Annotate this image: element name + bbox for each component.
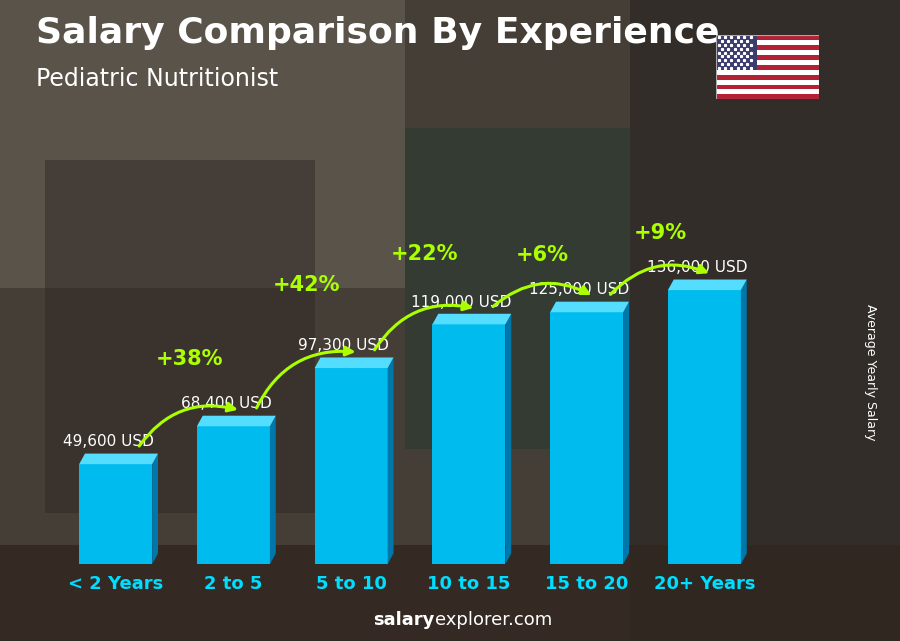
Text: +22%: +22% [391, 244, 458, 264]
Bar [716, 35, 819, 40]
Polygon shape [668, 290, 741, 564]
Text: 97,300 USD: 97,300 USD [299, 338, 390, 353]
Text: salary: salary [374, 612, 435, 629]
Bar [716, 45, 819, 50]
Polygon shape [152, 454, 158, 564]
Bar [716, 60, 819, 65]
Polygon shape [388, 358, 393, 564]
Bar [0, 545, 900, 641]
Polygon shape [79, 454, 158, 464]
Polygon shape [623, 302, 629, 564]
Text: 136,000 USD: 136,000 USD [647, 260, 747, 275]
Text: 49,600 USD: 49,600 USD [63, 435, 154, 449]
Bar [716, 94, 819, 99]
Bar [716, 40, 819, 45]
Text: Average Yearly Salary: Average Yearly Salary [865, 304, 878, 440]
Bar [716, 35, 757, 70]
Text: 125,000 USD: 125,000 USD [529, 283, 629, 297]
Text: Pediatric Nutritionist: Pediatric Nutritionist [36, 67, 278, 91]
Text: Salary Comparison By Experience: Salary Comparison By Experience [36, 16, 719, 50]
Text: 119,000 USD: 119,000 USD [411, 294, 512, 310]
Bar [630, 0, 900, 641]
Text: +38%: +38% [156, 349, 223, 369]
Polygon shape [315, 358, 393, 368]
Text: explorer.com: explorer.com [435, 612, 552, 629]
Polygon shape [668, 279, 747, 290]
Text: +9%: +9% [634, 222, 687, 242]
Polygon shape [550, 302, 629, 312]
Bar [716, 50, 819, 55]
Bar [716, 85, 819, 90]
Text: +42%: +42% [273, 275, 340, 295]
Bar [0, 0, 405, 288]
Polygon shape [741, 279, 747, 564]
Text: +6%: +6% [516, 245, 569, 265]
Polygon shape [270, 416, 275, 564]
Polygon shape [315, 368, 388, 564]
Bar [716, 65, 819, 70]
Polygon shape [432, 313, 511, 324]
Bar [716, 75, 819, 79]
Polygon shape [197, 416, 275, 426]
Polygon shape [506, 313, 511, 564]
Polygon shape [550, 312, 623, 564]
Polygon shape [197, 426, 270, 564]
Bar [716, 70, 819, 75]
Polygon shape [432, 324, 506, 564]
Bar [45, 160, 315, 513]
Bar [716, 79, 819, 85]
Polygon shape [79, 464, 152, 564]
Bar [716, 90, 819, 94]
Bar [716, 55, 819, 60]
Bar [405, 128, 630, 449]
Text: 68,400 USD: 68,400 USD [181, 397, 272, 412]
